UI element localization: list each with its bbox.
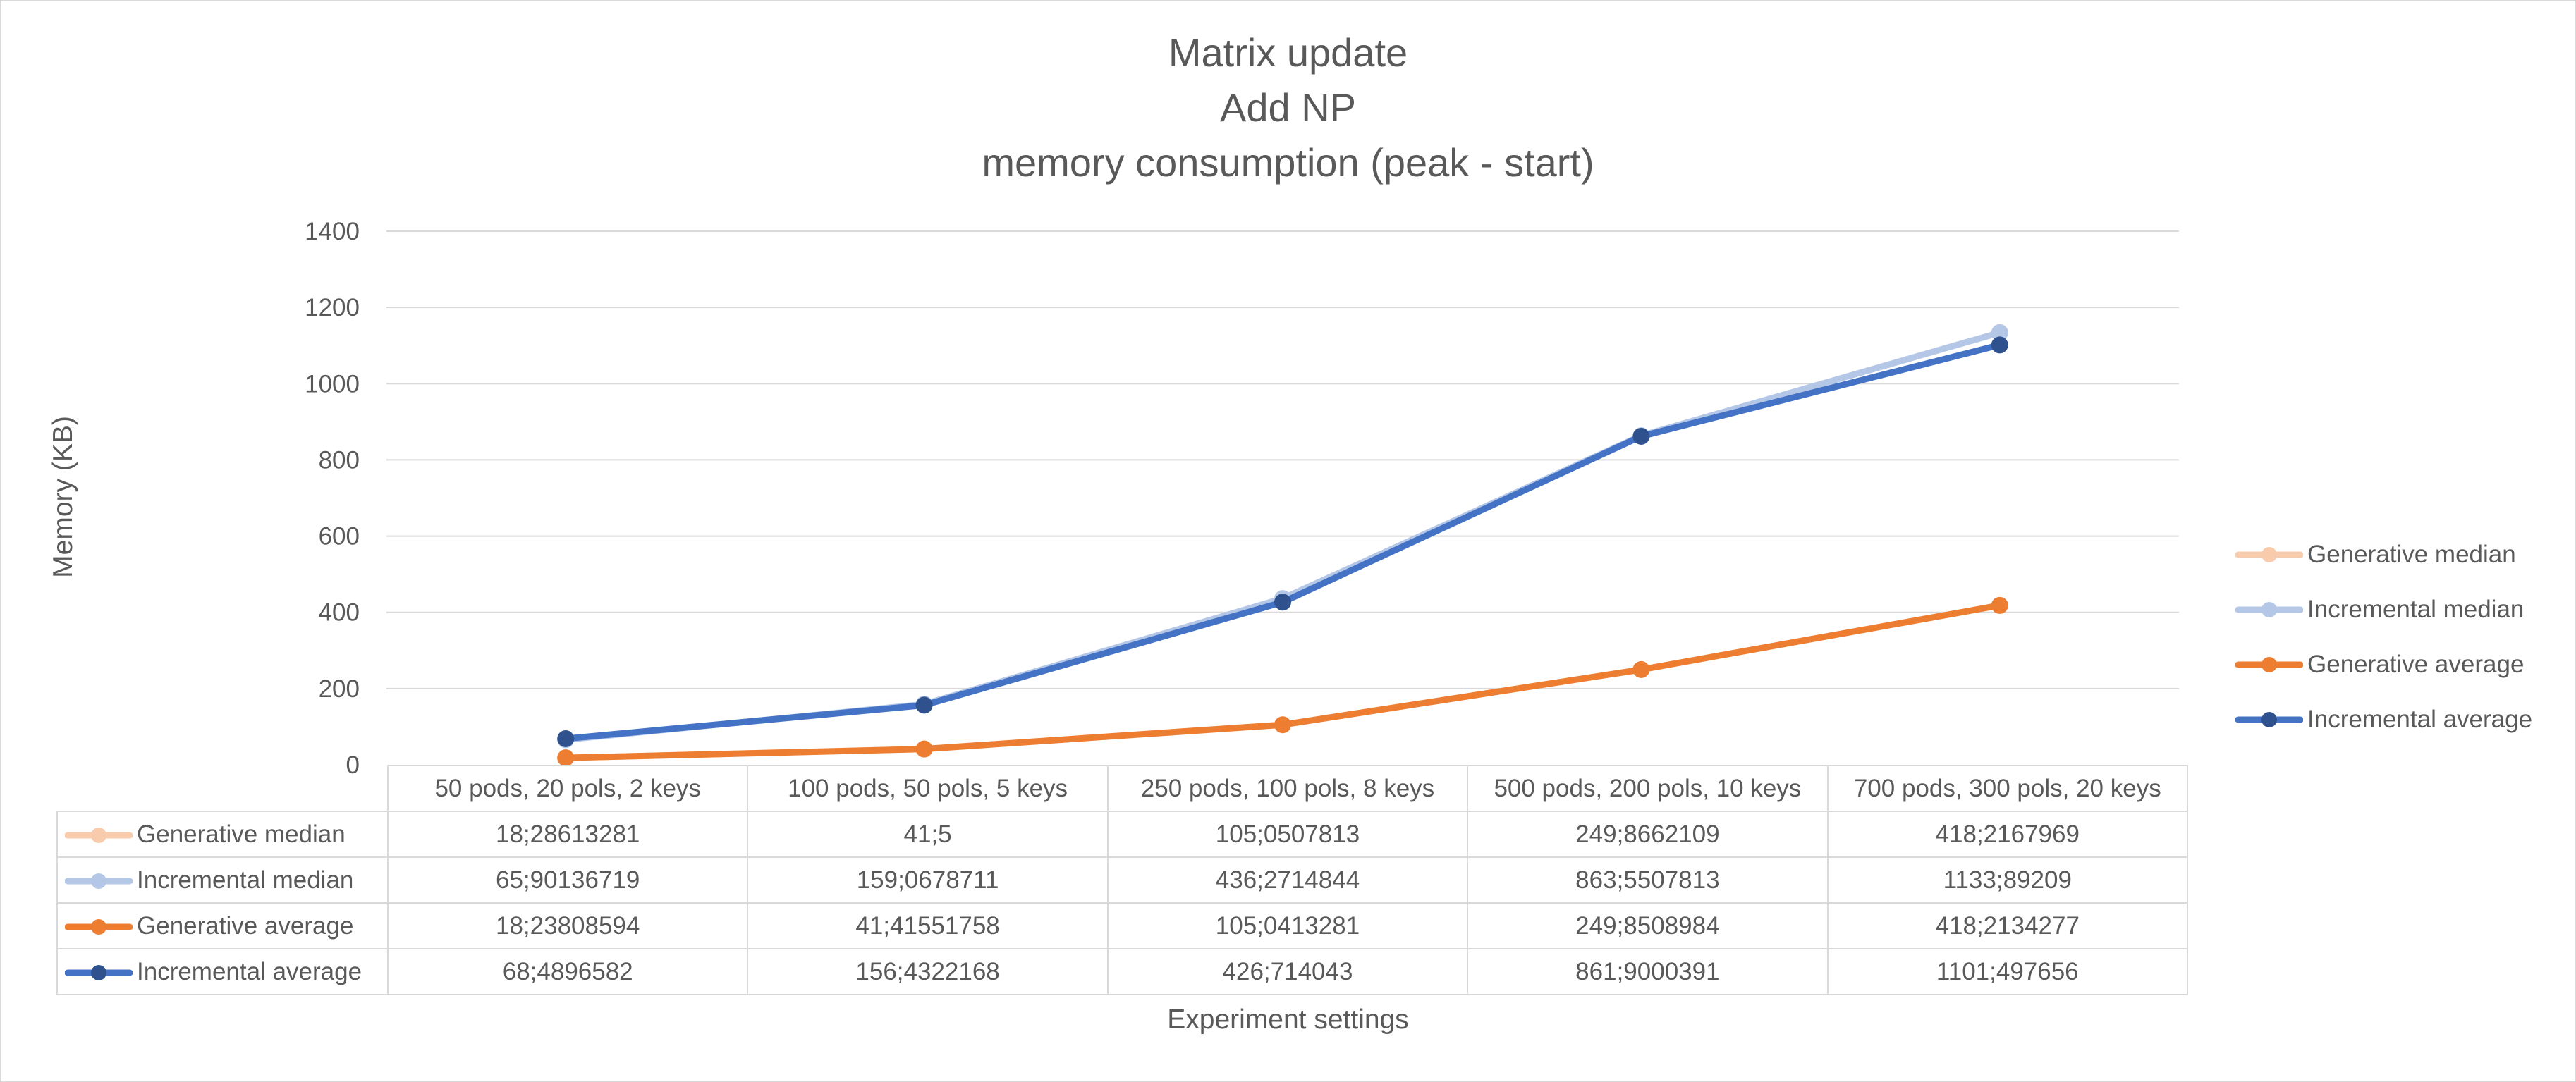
series-row-header: Incremental median <box>56 856 389 904</box>
legend-item: Incremental average <box>2228 699 2532 741</box>
category-label: 250 pods, 100 pols, 8 keys <box>1106 765 1469 812</box>
x-axis-title: Experiment settings <box>1167 1004 1409 1035</box>
series-swatch <box>65 873 133 890</box>
table-cell: 426;714043 <box>1106 948 1469 995</box>
series-name: Generative median <box>137 820 346 848</box>
y-tick-label: 200 <box>319 675 360 703</box>
data-table: 50 pods, 20 pols, 2 keys 100 pods, 50 pol… <box>56 765 2188 995</box>
series-swatch <box>65 965 133 981</box>
chart-title-line-2: Add NP <box>1220 85 1356 130</box>
table-cell: 105;0507813 <box>1106 811 1469 858</box>
table-cell: 436;2714844 <box>1106 856 1469 904</box>
series-name: Generative average <box>137 911 354 940</box>
legend-item: Incremental median <box>2228 589 2524 631</box>
series-line <box>562 341 2003 742</box>
series-swatch <box>2235 657 2303 672</box>
table-cell: 41;5 <box>747 811 1109 858</box>
data-point <box>1991 336 2008 354</box>
category-label: 100 pods, 50 pols, 5 keys <box>747 765 1109 812</box>
category-label: 50 pods, 20 pols, 2 keys <box>386 765 749 812</box>
series-swatch <box>2235 602 2303 617</box>
data-point <box>915 696 933 714</box>
chart-title-line-1: Matrix update <box>1168 30 1408 75</box>
series-row-header: Generative average <box>56 902 389 949</box>
data-point <box>915 740 933 758</box>
table-cell: 105;0413281 <box>1106 902 1469 949</box>
series-swatch <box>65 828 133 844</box>
series-line <box>562 602 2003 761</box>
table-cell: 249;8508984 <box>1467 902 1829 949</box>
data-point <box>1991 596 2008 614</box>
y-tick-label: 800 <box>319 446 360 474</box>
series-line <box>562 602 2003 761</box>
y-tick-label: 1200 <box>305 294 360 321</box>
table-row: Generative median 18;28613281 41;5 105;0507… <box>56 811 2188 858</box>
data-point <box>1632 427 1650 445</box>
category-label: 700 pods, 300 pols, 20 keys <box>1826 765 2188 812</box>
category-label: 500 pods, 200 pols, 10 keys <box>1467 765 1829 812</box>
legend-item: Generative average <box>2228 644 2524 686</box>
series-name: Incremental median <box>137 866 354 894</box>
table-cell: 18;23808594 <box>386 902 749 949</box>
data-point <box>1991 324 2008 341</box>
table-cell: 249;8662109 <box>1467 811 1829 858</box>
data-point <box>557 749 575 767</box>
data-point <box>1274 716 1291 734</box>
legend-item: Generative median <box>2228 534 2516 576</box>
table-cell: 18;28613281 <box>386 811 749 858</box>
table-cell: 418;2167969 <box>1826 811 2188 858</box>
table-cell: 65;90136719 <box>386 856 749 904</box>
y-tick-label: 400 <box>319 599 360 627</box>
table-header-row: 50 pods, 20 pols, 2 keys 100 pods, 50 pol… <box>57 765 2188 812</box>
y-tick-label: 1000 <box>305 370 360 398</box>
table-cell: 863;5507813 <box>1467 856 1829 904</box>
table-row: Incremental median 65;90136719 159;0678711… <box>56 856 2188 904</box>
legend-label: Incremental average <box>2307 706 2533 733</box>
table-row: Incremental average 68;4896582 156;4322168… <box>56 948 2188 995</box>
table-cell: 861;9000391 <box>1467 948 1829 995</box>
data-point <box>1274 594 1291 611</box>
series-name: Incremental average <box>137 957 362 985</box>
table-cell: 159;0678711 <box>747 856 1109 904</box>
table-cell: 41;41551758 <box>747 902 1109 949</box>
legend-label: Incremental median <box>2307 596 2525 623</box>
legend-label: Generative median <box>2307 541 2516 568</box>
chart-title-line-3: memory consumption (peak - start) <box>982 140 1594 185</box>
y-tick-label: 600 <box>319 523 360 551</box>
table-cell: 156;4322168 <box>747 948 1109 995</box>
series-swatch <box>2235 547 2303 562</box>
data-point <box>1632 660 1650 678</box>
table-cell: 418;2134277 <box>1826 902 2188 949</box>
y-tick-label: 1400 <box>305 218 360 245</box>
table-row: Generative average 18;23808594 41;41551758… <box>56 902 2188 949</box>
table-cell: 68;4896582 <box>386 948 749 995</box>
data-point <box>557 730 575 747</box>
series-swatch <box>65 919 133 935</box>
y-axis-title: Memory (KB) <box>48 416 78 578</box>
table-corner <box>57 766 389 812</box>
series-row-header: Generative median <box>56 811 389 858</box>
table-cell: 1133;89209 <box>1826 856 2188 904</box>
series-swatch <box>2235 712 2303 727</box>
table-cell: 1101;497656 <box>1826 948 2188 995</box>
legend-label: Generative average <box>2307 651 2525 678</box>
series-row-header: Incremental average <box>56 948 389 995</box>
